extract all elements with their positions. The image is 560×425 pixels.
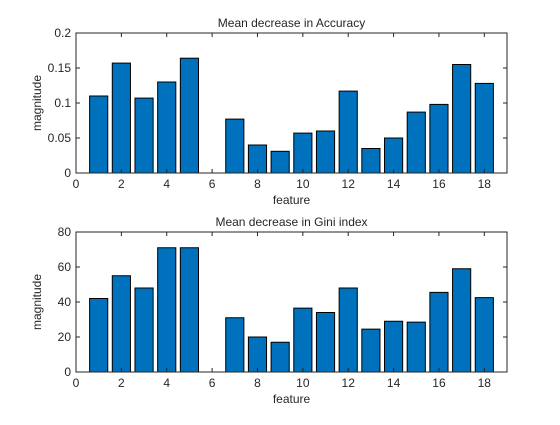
y-tick-label: 0.2	[54, 26, 71, 40]
bar-feature-8	[247, 336, 268, 373]
bar-feature-16	[429, 103, 449, 174]
bar-feature-10	[293, 307, 313, 373]
x-tick-label: 2	[118, 376, 125, 390]
x-tick-label: 16	[432, 376, 446, 390]
bar-feature-2	[111, 62, 131, 174]
bar-feature-14	[384, 320, 404, 373]
bar-feature-16	[429, 291, 449, 373]
bar-feature-15	[406, 111, 426, 174]
bar-feature-3	[134, 97, 154, 174]
bar-feature-13	[361, 328, 381, 373]
bar-feature-4	[157, 81, 177, 174]
x-tick-label: 10	[296, 376, 310, 390]
y-tick-label: 80	[58, 225, 72, 239]
x-tick-label: 2	[118, 177, 125, 191]
bar-feature-12	[338, 90, 358, 174]
bar-feature-5	[179, 57, 200, 174]
x-tick-label: 14	[387, 177, 401, 191]
bar-feature-14	[384, 137, 404, 174]
x-tick-label: 4	[163, 177, 170, 191]
bar-feature-8	[247, 144, 268, 174]
x-tick-label: 18	[478, 177, 492, 191]
bar-feature-5	[179, 247, 200, 373]
bar-feature-3	[134, 287, 154, 373]
bar-feature-9	[270, 341, 290, 373]
bar-feature-17	[452, 64, 472, 174]
y-tick-label: 0.05	[48, 131, 72, 145]
bar-feature-9	[270, 150, 290, 174]
bar-feature-2	[111, 275, 131, 373]
x-tick-label: 14	[387, 376, 401, 390]
bar-feature-11	[315, 130, 336, 174]
y-tick-label: 0	[64, 166, 71, 180]
y-tick-label: 0	[64, 365, 71, 379]
subplot-2: 0 2 4 6 8 10 12 14 16 18 0 20 40 60 80 Mean decrease in…	[30, 215, 508, 406]
bar-feature-17	[452, 268, 472, 373]
bar-feature-11	[315, 312, 336, 373]
y-tick-label: 40	[58, 295, 72, 309]
x-tick-label: 4	[163, 376, 170, 390]
bar-feature-13	[361, 148, 381, 174]
x-tick-label: 6	[209, 177, 216, 191]
bar-feature-15	[406, 321, 426, 373]
x-axis-label: feature	[273, 193, 311, 207]
y-tick-label: 60	[58, 260, 72, 274]
bar-feature-1	[89, 298, 109, 373]
subplot-1: 0 2 4 6 8 10 12 14 16 18 0 0.05 0.1 0.15 0.2 Mean decre…	[30, 16, 508, 207]
bar-feature-7	[225, 317, 245, 373]
x-tick-label: 16	[432, 177, 446, 191]
bar-feature-10	[293, 132, 313, 174]
x-tick-label: 0	[73, 177, 80, 191]
bar-feature-18	[474, 82, 494, 174]
y-tick-label: 0.1	[54, 96, 71, 110]
y-tick-label: 0.15	[48, 61, 72, 75]
bar-feature-18	[474, 297, 494, 373]
bar-feature-7	[225, 118, 245, 174]
chart-title: Mean decrease in Gini index	[215, 215, 367, 229]
x-tick-label: 18	[478, 376, 492, 390]
y-axis-label: magnitude	[30, 75, 44, 131]
x-tick-label: 10	[296, 177, 310, 191]
x-tick-label: 8	[254, 376, 261, 390]
chart-title: Mean decrease in Accuracy	[218, 16, 365, 30]
x-tick-label: 8	[254, 177, 261, 191]
x-tick-label: 6	[209, 376, 216, 390]
x-axis-label: feature	[273, 392, 311, 406]
x-tick-label: 0	[73, 376, 80, 390]
bar-feature-12	[338, 287, 358, 373]
y-tick-label: 20	[58, 330, 72, 344]
x-tick-label: 12	[342, 177, 356, 191]
bar-feature-4	[157, 247, 177, 373]
y-axis-label: magnitude	[30, 274, 44, 330]
bar-feature-1	[89, 95, 109, 174]
x-tick-label: 12	[342, 376, 356, 390]
